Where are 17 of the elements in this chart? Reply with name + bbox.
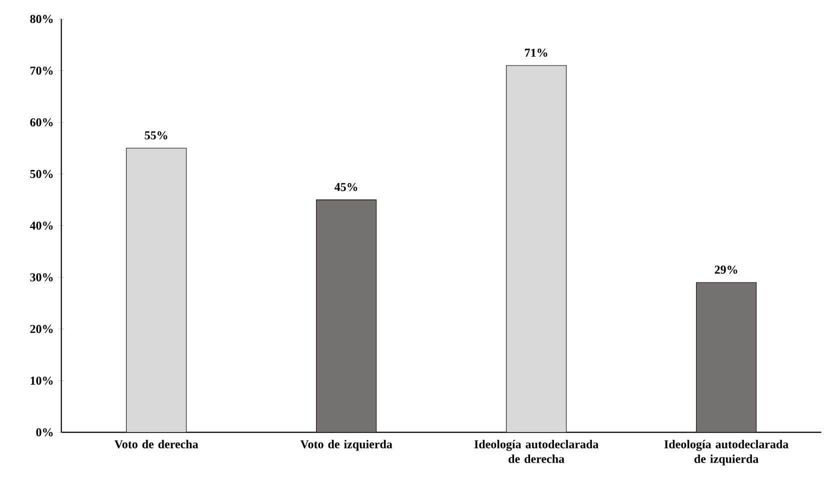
y-tick-label: 70% [30,66,53,75]
data-label: 71% [525,48,548,57]
x-tick-label: Ideología autodeclarada de izquierda [664,440,788,466]
data-label: 55% [144,131,168,140]
y-tick-label: 10% [30,376,53,385]
x-tick-label: Ideología autodeclarada de derecha [474,440,598,464]
data-label: 45% [334,182,358,192]
data-label: 29% [714,266,738,274]
y-tick-label: 50% [30,170,53,178]
y-tick-label: 60% [30,118,53,126]
y-tick-label: 0% [36,428,53,436]
x-tick-label: Voto de derecha [114,440,198,448]
y-tick-label: 40% [30,222,53,230]
y-tick-label: 80% [30,14,53,24]
x-tick-label: Voto de izquierda [300,440,392,451]
y-tick-label: 30% [30,273,53,282]
y-tick-label: 20% [30,324,53,334]
